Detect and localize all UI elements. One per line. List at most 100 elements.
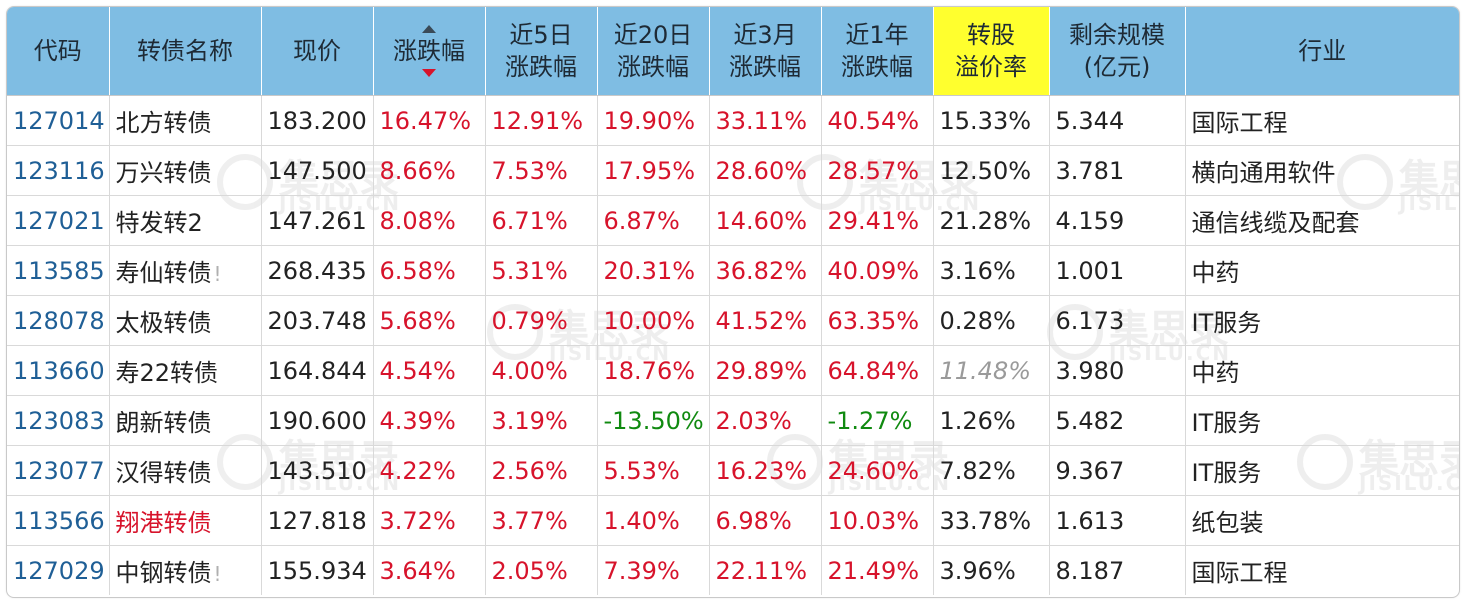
premium-cell: 12.50% (933, 145, 1050, 196)
size-cell: 8.187 (1049, 545, 1186, 595)
change-3month-cell: 22.11% (709, 545, 822, 595)
change-5day-cell: 4.00% (485, 345, 598, 396)
premium-cell: 7.82% (933, 445, 1050, 496)
change-1year-cell: 63.35% (821, 295, 934, 346)
col-header-5day-change[interactable]: 近5日 涨跌幅 (485, 7, 598, 96)
price-cell: 164.844 (261, 345, 374, 396)
bond-name: 太极转债 (109, 295, 262, 346)
bond-code-link[interactable]: 128078 (7, 295, 110, 346)
change-5day-cell: 3.19% (485, 395, 598, 446)
premium-cell: 0.28% (933, 295, 1050, 346)
change-cell: 3.72% (373, 495, 486, 546)
change-5day-cell: 3.77% (485, 495, 598, 546)
change-3month-cell: 16.23% (709, 445, 822, 496)
change-3month-cell: 6.98% (709, 495, 822, 546)
warning-mark-icon[interactable]: ! (213, 562, 222, 586)
change-1year-cell: -1.27% (821, 395, 934, 446)
size-cell: 1.613 (1049, 495, 1186, 546)
industry-cell: IT服务 (1185, 395, 1459, 446)
bond-code-link[interactable]: 123077 (7, 445, 110, 496)
size-cell: 3.980 (1049, 345, 1186, 396)
convertible-bond-table: 代码 转债名称 现价 涨跌幅 近5日 涨跌幅 近20日 涨跌幅 近3月 涨跌幅 近1年… (7, 7, 1459, 595)
col-header-code[interactable]: 代码 (7, 7, 110, 96)
size-cell: 3.781 (1049, 145, 1186, 196)
bond-code-link[interactable]: 113585 (7, 245, 110, 296)
change-20day-cell: 7.39% (597, 545, 710, 595)
col-header-industry[interactable]: 行业 (1185, 7, 1459, 96)
table-row: 123083 朗新转债 190.600 4.39% 3.19% -13.50% … (7, 395, 1459, 446)
change-20day-cell: 18.76% (597, 345, 710, 396)
col-header-change[interactable]: 涨跌幅 (373, 7, 486, 96)
bond-code-link[interactable]: 127014 (7, 95, 110, 146)
premium-cell: 33.78% (933, 495, 1050, 546)
sort-descending-active-icon[interactable] (422, 69, 436, 77)
col-header-price[interactable]: 现价 (261, 7, 374, 96)
change-1year-cell: 40.54% (821, 95, 934, 146)
table-row: 128078 太极转债 203.748 5.68% 0.79% 10.00% 4… (7, 295, 1459, 346)
col-header-remaining-size[interactable]: 剩余规模 (亿元) (1049, 7, 1186, 96)
table-row: 113566 翔港转债 127.818 3.72% 3.77% 1.40% 6.… (7, 495, 1459, 546)
warning-mark-icon[interactable]: ! (213, 262, 222, 286)
size-cell: 1.001 (1049, 245, 1186, 296)
change-cell: 5.68% (373, 295, 486, 346)
industry-cell: IT服务 (1185, 295, 1459, 346)
change-cell: 16.47% (373, 95, 486, 146)
price-cell: 268.435 (261, 245, 374, 296)
change-1year-cell: 24.60% (821, 445, 934, 496)
industry-cell: 国际工程 (1191, 559, 1288, 587)
bond-code-link[interactable]: 127021 (7, 195, 110, 246)
bond-name: 万兴转债 (109, 145, 262, 196)
change-3month-cell: 36.82% (709, 245, 822, 296)
premium-cell: 21.28% (933, 195, 1050, 246)
size-cell: 9.367 (1049, 445, 1186, 496)
col-header-name[interactable]: 转债名称 (109, 7, 262, 96)
change-cell: 4.22% (373, 445, 486, 496)
change-1year-cell: 40.09% (821, 245, 934, 296)
change-3month-cell: 2.03% (709, 395, 822, 446)
change-5day-cell: 5.31% (485, 245, 598, 296)
bond-name: 朗新转债 (109, 395, 262, 446)
bond-code-link[interactable]: 127029 (7, 545, 110, 595)
change-5day-cell: 7.53% (485, 145, 598, 196)
col-header-1year-change[interactable]: 近1年 涨跌幅 (821, 7, 934, 96)
change-20day-cell: 19.90% (597, 95, 710, 146)
price-cell: 143.510 (261, 445, 374, 496)
change-cell: 6.58% (373, 245, 486, 296)
price-cell: 183.200 (261, 95, 374, 146)
bond-code-link[interactable]: 113660 (7, 345, 110, 396)
industry-cell: 横向通用软件 (1185, 145, 1459, 196)
bond-code-link[interactable]: 123116 (7, 145, 110, 196)
table-row: 127021 特发转2 147.261 8.08% 6.71% 6.87% 14… (7, 195, 1459, 246)
bond-code-link[interactable]: 113566 (7, 495, 110, 546)
sort-ascending-icon[interactable] (422, 25, 436, 33)
col-header-conversion-premium[interactable]: 转股 溢价率 (933, 7, 1050, 96)
change-3month-cell: 28.60% (709, 145, 822, 196)
change-1year-cell: 28.57% (821, 145, 934, 196)
industry-cell: IT服务 (1185, 445, 1459, 496)
change-5day-cell: 2.56% (485, 445, 598, 496)
col-header-20day-change[interactable]: 近20日 涨跌幅 (597, 7, 710, 96)
col-header-3month-change[interactable]: 近3月 涨跌幅 (709, 7, 822, 96)
change-5day-cell: 2.05% (485, 545, 598, 595)
change-3month-cell: 33.11% (709, 95, 822, 146)
industry-cell: 通信线缆及配套 (1185, 195, 1459, 246)
size-cell: 6.173 (1049, 295, 1186, 346)
table-row: 127029 中钢转债! 155.934 3.64% 2.05% 7.39% 2… (7, 545, 1459, 595)
premium-cell: 11.48% (933, 345, 1050, 396)
change-5day-cell: 0.79% (485, 295, 598, 346)
size-cell: 5.344 (1049, 95, 1186, 146)
bond-name: 寿22转债 (109, 345, 262, 396)
change-3month-cell: 14.60% (709, 195, 822, 246)
change-cell: 3.64% (373, 545, 486, 595)
table-row: 113660 寿22转债 164.844 4.54% 4.00% 18.76% … (7, 345, 1459, 396)
change-5day-cell: 6.71% (485, 195, 598, 246)
change-20day-cell: 20.31% (597, 245, 710, 296)
bond-code-link[interactable]: 123083 (7, 395, 110, 446)
price-cell: 147.500 (261, 145, 374, 196)
change-20day-cell: 10.00% (597, 295, 710, 346)
price-cell: 127.818 (261, 495, 374, 546)
table-row: 127014 北方转债 183.200 16.47% 12.91% 19.90%… (7, 95, 1459, 146)
price-cell: 190.600 (261, 395, 374, 446)
bond-name: 特发转2 (109, 195, 262, 246)
